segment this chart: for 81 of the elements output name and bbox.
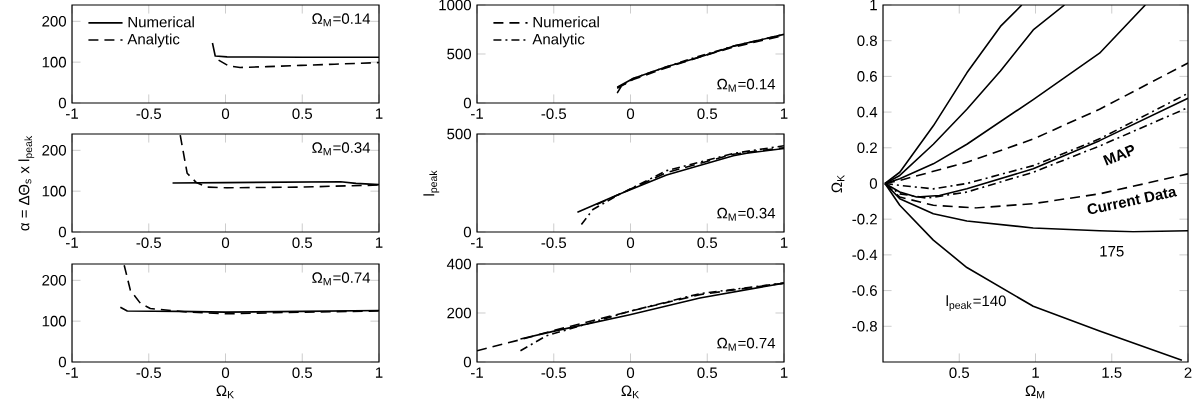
x-tick-label: 0.5 bbox=[697, 237, 718, 249]
x-tick-label: 0.5 bbox=[292, 367, 313, 379]
y-tick-label: 0 bbox=[869, 178, 878, 189]
y-tick-label: 0 bbox=[58, 97, 67, 109]
x-tick-label: 0.5 bbox=[697, 108, 718, 120]
annotation: MAP bbox=[1102, 145, 1134, 166]
y-tick-label: 0 bbox=[463, 356, 472, 368]
annotation: Ω$_{M}$=0.34 bbox=[312, 142, 371, 156]
x-tick-label: 0 bbox=[221, 367, 230, 379]
x-tick-label: 0.5 bbox=[292, 108, 313, 120]
x-tick-label: 0 bbox=[626, 237, 635, 249]
x-tick-label: 0 bbox=[626, 108, 635, 120]
y-tick-label: 500 bbox=[447, 128, 472, 140]
annotation: Ω$_{M}$=0.14 bbox=[717, 78, 776, 92]
y-tick-label: 0.6 bbox=[857, 71, 877, 82]
x-tick-label: -0.5 bbox=[136, 108, 162, 120]
annotation: 175 bbox=[1100, 246, 1124, 257]
x-axis-title: Ω$_{K}$ bbox=[216, 385, 235, 399]
y-tick-label: 0.4 bbox=[857, 106, 878, 118]
y-tick-label: -0.4 bbox=[852, 249, 878, 261]
y-tick-label: 100 bbox=[42, 315, 67, 327]
y-tick-label: 200 bbox=[447, 307, 472, 319]
x-tick-label: -0.5 bbox=[136, 367, 162, 379]
annotation: Ω$_{M}$=0.34 bbox=[717, 207, 776, 221]
y-tick-label: 100 bbox=[42, 56, 67, 68]
x-tick-label: -0.5 bbox=[541, 237, 567, 249]
x-axis-title: Ω$_{K}$ bbox=[621, 385, 640, 399]
x-tick-label: -0.5 bbox=[136, 237, 162, 249]
legend-label: Numerical bbox=[128, 16, 194, 28]
x-tick-label: 1 bbox=[780, 367, 788, 378]
x-tick-label: 1 bbox=[780, 108, 788, 119]
x-tick-label: -1 bbox=[66, 108, 78, 119]
y-tick-label: 1 bbox=[870, 0, 877, 11]
y-tick-label: 0.2 bbox=[857, 142, 877, 154]
y-tick-label: 200 bbox=[42, 16, 67, 27]
y-tick-label: 0 bbox=[463, 97, 472, 109]
x-tick-label: 1 bbox=[1032, 367, 1039, 378]
y-axis-title: Ω$_{K}$ bbox=[831, 174, 845, 193]
x-tick-label: -1 bbox=[471, 367, 483, 378]
y-tick-label: 200 bbox=[42, 145, 67, 156]
y-axis-title: l$_{peak}$ bbox=[423, 170, 440, 196]
x-tick-label: 1 bbox=[375, 237, 383, 248]
x-tick-label: 2 bbox=[1184, 367, 1192, 378]
x-axis-title: Ω$_{M}$ bbox=[1025, 385, 1045, 399]
x-tick-label: 1 bbox=[780, 237, 788, 248]
x-tick-label: 1 bbox=[375, 367, 383, 378]
x-tick-label: 1 bbox=[375, 108, 383, 119]
annotation: Ω$_{M}$=0.74 bbox=[312, 272, 371, 286]
x-tick-label: -1 bbox=[66, 237, 78, 248]
legend-label: Numerical bbox=[533, 16, 599, 28]
legend-label: Analytic bbox=[127, 33, 180, 48]
x-tick-label: -1 bbox=[471, 237, 483, 248]
x-tick-label: 0.5 bbox=[292, 237, 313, 249]
annotation: Current Data bbox=[1087, 188, 1178, 215]
x-tick-label: -0.5 bbox=[541, 367, 567, 379]
y-tick-label: -0.6 bbox=[852, 285, 877, 296]
y-tick-label: 1000 bbox=[439, 0, 472, 11]
annotation: l$_{peak}$=140 bbox=[946, 295, 1006, 312]
x-tick-label: 0.5 bbox=[697, 367, 718, 379]
y-tick-label: 400 bbox=[446, 258, 472, 270]
y-tick-label: 0.8 bbox=[857, 35, 877, 47]
x-tick-label: 0 bbox=[626, 367, 635, 379]
y-tick-label: 200 bbox=[42, 275, 67, 286]
y-tick-label: -0.2 bbox=[852, 213, 877, 225]
annotation: Ω$_{M}$=0.14 bbox=[312, 13, 371, 27]
x-tick-label: 1.5 bbox=[1102, 367, 1122, 378]
x-tick-label: -0.5 bbox=[541, 108, 567, 120]
y-tick-label: 100 bbox=[42, 185, 67, 197]
y-tick-label: 500 bbox=[447, 48, 472, 60]
y-tick-label: 0 bbox=[463, 226, 472, 238]
x-tick-label: 0 bbox=[221, 237, 230, 249]
x-tick-label: -1 bbox=[471, 108, 483, 119]
y-tick-label: 0 bbox=[58, 226, 67, 238]
annotation: Ω$_{M}$=0.74 bbox=[717, 337, 776, 351]
y-axis-title: α = ΔΘ$_{s}$ x l$_{peak}$ bbox=[18, 135, 35, 231]
y-tick-label: 0 bbox=[58, 356, 67, 368]
x-tick-label: 0 bbox=[221, 108, 230, 120]
x-tick-label: -1 bbox=[66, 367, 78, 378]
legend-label: Analytic bbox=[532, 33, 585, 48]
y-tick-label: -0.8 bbox=[852, 320, 877, 332]
x-tick-label: 0.5 bbox=[949, 367, 970, 379]
